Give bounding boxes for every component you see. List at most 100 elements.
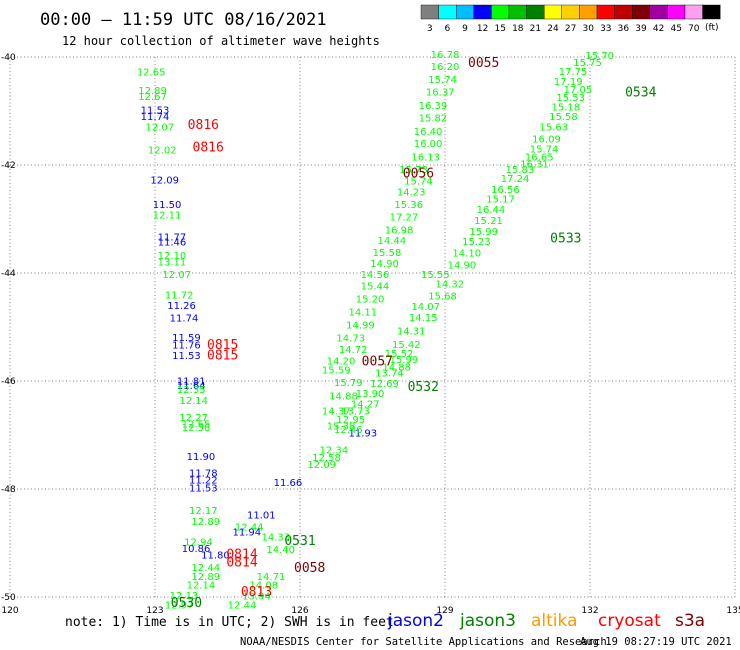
- wave-height-value: 12.44: [191, 563, 220, 574]
- scale-swatch-16: [702, 4, 721, 20]
- wave-height-value: 14.11: [349, 307, 378, 318]
- wave-height-value: 15.38: [327, 421, 356, 432]
- wave-height-value: 12.14: [187, 581, 216, 592]
- scale-tick-label: 9: [462, 24, 468, 34]
- wave-height-value: 14.44: [378, 236, 407, 247]
- scale-swatch-7: [544, 4, 563, 20]
- wave-height-value: 15.52: [385, 349, 414, 360]
- wave-height-value: 12.10: [158, 251, 187, 262]
- wave-height-value: 15.44: [361, 281, 390, 292]
- lon-label: 120: [1, 606, 18, 616]
- wave-height-value: 14.23: [397, 188, 426, 199]
- scale-tick-label: 15: [494, 24, 505, 34]
- legend-jason3: jason3: [459, 611, 516, 631]
- wave-height-value: 14.32: [436, 279, 465, 290]
- wave-height-value: 11.46: [158, 238, 187, 249]
- legend-s3a: s3a: [675, 611, 705, 631]
- wave-height-value: 12.44: [228, 601, 257, 612]
- wave-height-value: 14.07: [411, 302, 440, 313]
- wave-height-value: 11.78: [189, 468, 218, 479]
- wave-height-value: 13.94: [242, 591, 271, 602]
- wave-height-value: 12.65: [137, 68, 166, 79]
- wave-height-value: 14.27: [351, 400, 380, 411]
- wave-height-value: 12.13: [170, 591, 199, 602]
- wave-height-value: 16.13: [411, 152, 440, 163]
- lat-label: -48: [1, 485, 16, 495]
- scale-swatch-10: [596, 4, 615, 20]
- pass-time-label: 0816: [188, 118, 219, 133]
- wave-height-value: 14.71: [257, 572, 286, 583]
- wave-height-value: 15.36: [394, 200, 423, 211]
- satellite-legend: jason2 jason3 altika cryosat s3a: [387, 611, 705, 631]
- scale-swatch-5: [508, 4, 527, 20]
- wave-height-value: 11.72: [165, 291, 194, 302]
- wave-height-value: 15.17: [486, 195, 515, 206]
- map-subtitle: 12 hour collection of altimeter wave hei…: [62, 34, 380, 48]
- wave-height-value: 16.98: [385, 225, 414, 236]
- wave-height-value: 11.74: [170, 313, 199, 324]
- wave-height-value: 15.53: [556, 93, 585, 104]
- scale-swatch-9: [579, 4, 598, 20]
- wave-height-value: 17.05: [564, 85, 593, 96]
- wave-height-value: 14.88: [329, 392, 358, 403]
- wave-height-value: 12.94: [184, 537, 213, 548]
- pass-time-label: 0056: [403, 167, 434, 182]
- wave-height-value: 15.83: [506, 165, 535, 176]
- wave-height-value: 11.90: [187, 452, 216, 463]
- scale-swatch-6: [526, 4, 545, 20]
- wave-height-value: 16.65: [525, 152, 554, 163]
- wave-height-value: 16.09: [532, 135, 561, 146]
- wave-height-value: 17.24: [501, 174, 530, 185]
- wave-height-value: 12.34: [320, 446, 349, 457]
- wave-height-value: 11.94: [233, 528, 262, 539]
- wave-height-value: 13.90: [356, 389, 385, 400]
- credit-text: NOAA/NESDIS Center for Satellite Applica…: [240, 636, 607, 648]
- wave-height-value: 12.89: [191, 572, 220, 583]
- wave-height-value: 11.01: [247, 510, 276, 521]
- wave-height-value: 12.67: [138, 92, 167, 103]
- pass-time-label: 0058: [294, 561, 325, 576]
- lon-label: 135: [726, 606, 740, 616]
- lon-label: 129: [436, 606, 453, 616]
- axis-labels: -40 -42 -44 -46 -48 -50 120 123 126 129 132 135: [1, 53, 740, 616]
- wave-height-value: 15.58: [373, 248, 402, 259]
- wave-height-value: 11.53: [141, 105, 170, 116]
- wave-height-value: 12.27: [179, 413, 208, 424]
- lat-label: -40: [1, 53, 16, 63]
- pass-time-label: 0532: [408, 380, 439, 395]
- wave-height-value: 11.53: [172, 351, 201, 362]
- scale-swatch-14: [667, 4, 686, 20]
- lat-label: -46: [1, 377, 16, 387]
- legend-cryosat: cryosat: [598, 611, 661, 631]
- legend-altika: altika: [531, 611, 578, 631]
- wave-height-value: 12.09: [307, 460, 336, 471]
- wave-height-value: 11.22: [189, 475, 218, 486]
- scale-tick-label: 18: [512, 24, 524, 34]
- pass-time-label: 0814: [226, 547, 257, 562]
- wave-height-color-scale: 3 6 9 12 15 18 21 24 27 30 33 36 39 42 45 70: [420, 4, 721, 34]
- pass-time-label: 0534: [625, 86, 656, 101]
- wave-height-value: 12.89: [138, 86, 167, 97]
- wave-height-value: 16.37: [426, 88, 455, 99]
- wave-height-value: 16.56: [491, 185, 520, 196]
- wave-height-value: 16.78: [431, 50, 460, 61]
- scale-tick-label: 45: [670, 24, 681, 34]
- lon-label: 132: [581, 606, 598, 616]
- wave-height-value: 12.46: [334, 425, 363, 436]
- wave-height-value: 15.75: [573, 58, 602, 69]
- scale-tick-label: 36: [618, 24, 630, 34]
- scale-tick-label: 33: [600, 24, 611, 34]
- wave-height-value: 10.86: [182, 544, 211, 555]
- lat-lon-grid: [9, 56, 736, 598]
- wave-height-measurements: 12.6512.8912.6711.5311.7412.0712.0212.09…: [137, 50, 614, 612]
- pass-time-label: 0531: [284, 534, 315, 549]
- scale-tick-label: 12: [477, 24, 488, 34]
- wave-height-value: 12.44: [235, 522, 264, 533]
- wave-height-value: 14.72: [339, 345, 368, 356]
- lat-label: -42: [1, 161, 16, 171]
- wave-height-value: 15.63: [539, 123, 568, 134]
- wave-height-value: 14.56: [361, 270, 390, 281]
- wave-height-value: 15.68: [428, 292, 457, 303]
- pass-time-label: 0814: [226, 555, 257, 570]
